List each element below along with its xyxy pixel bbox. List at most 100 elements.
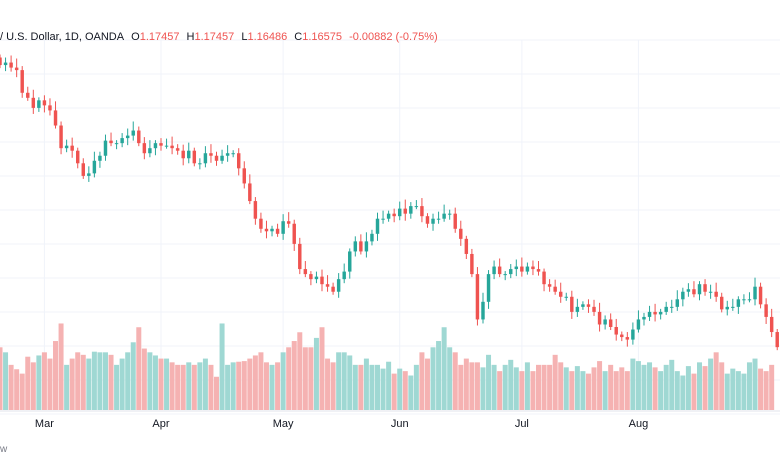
candle-body — [542, 271, 546, 285]
open-label: O — [131, 31, 140, 43]
volume-bar — [641, 364, 647, 410]
candle-body — [753, 286, 757, 300]
low-label: L — [241, 31, 248, 43]
candle-body — [137, 130, 141, 144]
volume-bar — [630, 358, 636, 410]
candle-body — [475, 274, 480, 320]
candle-body — [769, 316, 774, 333]
candle-body — [364, 241, 369, 252]
volume-bar — [313, 337, 319, 410]
candle-body — [203, 153, 208, 164]
volume-bar — [252, 355, 258, 410]
candle-body — [87, 173, 91, 176]
volume-bar — [536, 364, 542, 410]
volume-bar — [552, 354, 558, 410]
volume-bar — [497, 371, 503, 410]
candle-body — [325, 284, 330, 287]
volume-bar — [624, 371, 630, 410]
candle-body — [725, 306, 729, 310]
volume-bar — [358, 364, 364, 410]
volume-bar — [441, 327, 447, 410]
volume-bar — [691, 373, 697, 410]
candle-body — [747, 299, 752, 301]
candle-body — [81, 163, 85, 176]
candle-body — [719, 296, 724, 310]
volume-bar — [719, 362, 725, 410]
volume-bar — [186, 362, 192, 410]
candle-body — [353, 241, 358, 252]
candle-body — [198, 163, 202, 165]
volume-bar — [652, 367, 658, 410]
candle-body — [242, 168, 246, 184]
candle-body — [309, 274, 313, 280]
volume-bar — [375, 364, 381, 410]
candle-body — [103, 140, 108, 156]
candle-body — [631, 329, 635, 340]
volume-bar — [730, 368, 736, 410]
volume-bar — [530, 371, 536, 410]
volume-bar — [141, 348, 147, 410]
volume-bar — [191, 364, 197, 410]
candle-body — [692, 289, 696, 295]
candle-body — [592, 306, 596, 312]
volume-bar — [86, 358, 92, 410]
grid-lines — [0, 39, 780, 415]
candle-body — [453, 213, 457, 229]
candle-body — [0, 57, 2, 66]
candle-body — [436, 218, 441, 220]
volume-bar — [486, 354, 492, 410]
candle-body — [314, 276, 319, 280]
candle-body — [470, 253, 474, 275]
candle-body — [581, 304, 585, 307]
volume-bar — [75, 352, 81, 410]
candle-body — [20, 70, 24, 93]
volume-bar — [30, 362, 36, 410]
volume-bar — [197, 362, 203, 410]
candle-body — [675, 299, 680, 307]
tradingview-watermark: w — [0, 444, 8, 455]
candle-body — [586, 304, 591, 307]
volume-bar — [36, 355, 42, 410]
volume-bar — [341, 352, 347, 410]
volume-bar — [25, 356, 31, 410]
candle-body — [620, 334, 624, 338]
candle-body — [742, 299, 746, 301]
volume-bar — [508, 359, 514, 410]
high-value: 1.17457 — [194, 31, 235, 43]
candle-body — [520, 266, 524, 272]
volume-bar — [769, 364, 775, 410]
volume-bar — [19, 373, 25, 410]
volume-bar — [491, 364, 497, 410]
candle-body — [214, 155, 219, 161]
volume-bar — [674, 371, 680, 410]
candle-body — [303, 269, 308, 275]
candle-body — [248, 183, 252, 202]
volume-bar — [0, 347, 3, 410]
volume-bar — [469, 362, 475, 410]
candle-body — [531, 266, 535, 270]
candle-body — [431, 218, 435, 224]
candle-body — [403, 208, 407, 214]
volume-bar — [325, 358, 331, 410]
candle-body — [342, 271, 346, 280]
volume-bar — [647, 362, 653, 410]
candle-body — [164, 145, 169, 147]
candle-body — [76, 150, 80, 164]
candle-body — [359, 241, 363, 252]
candle-body — [686, 289, 691, 292]
candle-body — [181, 150, 185, 159]
volume-bar — [658, 371, 664, 410]
volume-bar — [219, 323, 225, 410]
x-tick-label-aug: Aug — [629, 418, 649, 430]
volume-bar — [519, 371, 525, 410]
volume-bar — [102, 352, 108, 410]
volume-bar — [608, 364, 614, 410]
candle-body — [636, 319, 641, 330]
candle-body — [292, 223, 296, 244]
candle-body — [514, 266, 519, 270]
candle-body — [409, 206, 413, 214]
volume-bar — [202, 358, 208, 410]
volume-bar — [463, 358, 469, 410]
